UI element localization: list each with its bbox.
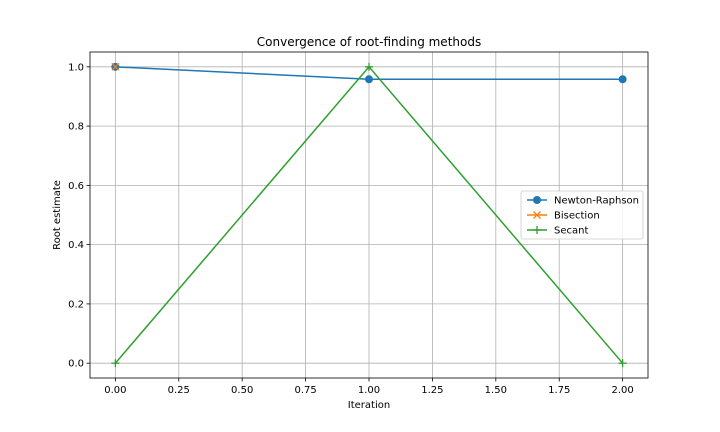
data-point [618,359,627,368]
x-tick-label: 1.75 [548,385,570,396]
series-bisection [111,62,120,71]
data-point [365,62,373,71]
legend-item: Bisection [527,211,600,222]
legend-marker [533,211,541,219]
data-point [111,62,120,71]
legend-item: Secant [527,226,588,237]
y-tick-label: 0.0 [68,359,84,370]
legend-item: Newton-Raphson [527,196,639,207]
y-tick-label: 0.2 [68,299,84,310]
x-ticks: 0.00 0.25 0.50 0.75 1.00 1.25 1.50 1.75 2.00 [104,378,634,396]
x-tick-label: 0.50 [231,385,253,396]
legend-label: Secant [554,226,588,237]
x-tick-label: 0.75 [294,385,316,396]
legend-marker [533,196,541,204]
chart-title: Convergence of root-finding methods [257,35,481,49]
legend-label: Bisection [554,211,600,222]
legend-marker [533,226,541,234]
x-tick-label: 1.50 [485,385,507,396]
y-tick-label: 1.0 [68,62,84,73]
data-point [111,359,120,368]
x-tick-label: 0.25 [168,385,190,396]
data-point [618,75,627,84]
y-ticks: 0.0 0.2 0.4 0.6 0.8 1.0 [68,62,90,370]
x-tick-label: 0.00 [104,385,126,396]
legend: Newton-Raphson Bisection Secant [520,190,644,240]
data-point [365,75,373,84]
x-tick-label: 2.00 [612,385,634,396]
y-tick-label: 0.4 [68,240,84,251]
y-axis-label: Root estimate [52,180,63,250]
series-layer [111,62,627,368]
x-tick-label: 1.00 [358,385,380,396]
y-tick-label: 0.6 [68,181,84,192]
legend-label: Newton-Raphson [554,196,639,207]
legend-box [520,190,644,240]
x-tick-label: 1.25 [421,385,443,396]
series-secant [111,62,627,368]
y-tick-label: 0.8 [68,122,84,133]
x-axis-label: Iteration [348,400,390,411]
